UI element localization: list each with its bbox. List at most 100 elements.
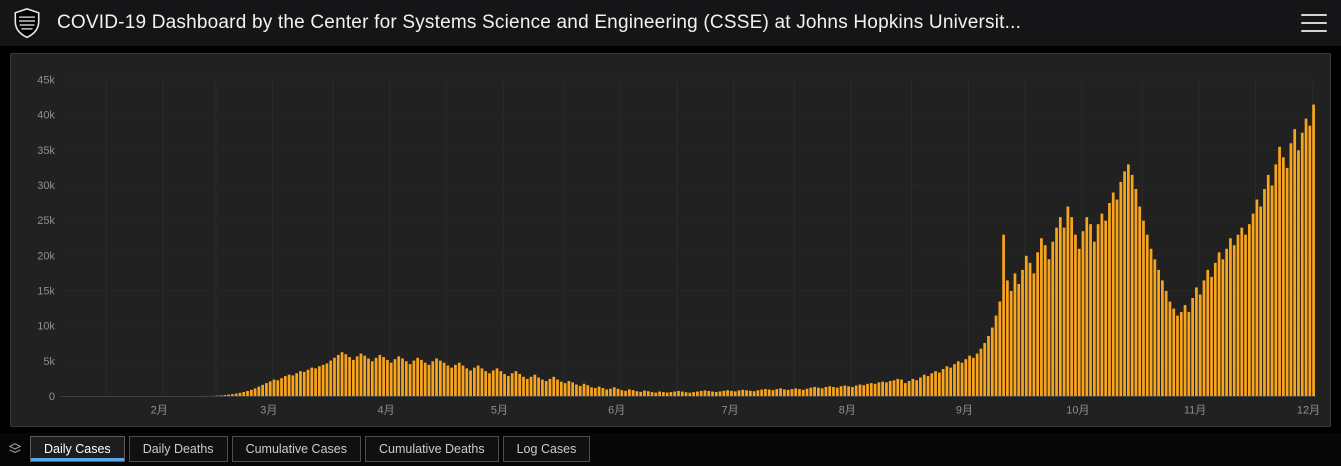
bar[interactable]	[681, 392, 684, 397]
bar[interactable]	[851, 387, 854, 396]
bar[interactable]	[1169, 302, 1172, 397]
bar[interactable]	[276, 380, 279, 396]
bar[interactable]	[783, 389, 786, 396]
bar[interactable]	[961, 363, 964, 397]
bar[interactable]	[522, 377, 525, 397]
bar[interactable]	[307, 370, 310, 397]
bar[interactable]	[700, 391, 703, 396]
bar[interactable]	[688, 393, 691, 397]
bar[interactable]	[1305, 119, 1308, 397]
tab-cumulative-deaths[interactable]: Cumulative Deaths	[365, 436, 499, 462]
bar[interactable]	[465, 368, 468, 396]
bar[interactable]	[1187, 312, 1190, 396]
bar[interactable]	[620, 390, 623, 396]
bar[interactable]	[1108, 203, 1111, 396]
bar[interactable]	[1237, 235, 1240, 397]
bar[interactable]	[333, 358, 336, 397]
bar[interactable]	[753, 391, 756, 396]
bar[interactable]	[1256, 200, 1259, 397]
bar[interactable]	[378, 355, 381, 396]
bar[interactable]	[1301, 133, 1304, 397]
bar[interactable]	[1123, 171, 1126, 396]
bar[interactable]	[571, 382, 574, 396]
bar[interactable]	[605, 389, 608, 396]
bar[interactable]	[530, 377, 533, 397]
bar[interactable]	[496, 368, 499, 396]
bar[interactable]	[1252, 214, 1255, 397]
bar[interactable]	[1297, 150, 1300, 396]
bar[interactable]	[1165, 291, 1168, 397]
bar[interactable]	[809, 388, 812, 397]
bar[interactable]	[511, 373, 514, 396]
bar[interactable]	[636, 391, 639, 396]
bar[interactable]	[998, 302, 1001, 397]
bar[interactable]	[1278, 147, 1281, 397]
bar[interactable]	[1082, 231, 1085, 396]
bar[interactable]	[915, 380, 918, 396]
bar[interactable]	[1244, 235, 1247, 397]
bar[interactable]	[1036, 252, 1039, 396]
bar[interactable]	[798, 389, 801, 396]
bar[interactable]	[942, 369, 945, 396]
bar[interactable]	[666, 393, 669, 397]
bar[interactable]	[1002, 235, 1005, 397]
bar[interactable]	[757, 390, 760, 396]
bar[interactable]	[912, 379, 915, 397]
bar[interactable]	[643, 390, 646, 396]
bar[interactable]	[299, 371, 302, 396]
bar[interactable]	[258, 387, 261, 397]
bar[interactable]	[598, 387, 601, 397]
bar[interactable]	[326, 363, 329, 396]
bar[interactable]	[242, 392, 245, 397]
bar[interactable]	[265, 383, 268, 396]
bar[interactable]	[624, 391, 627, 397]
bar[interactable]	[575, 385, 578, 397]
bar[interactable]	[1051, 242, 1054, 397]
bar[interactable]	[567, 381, 570, 396]
bar[interactable]	[1014, 273, 1017, 396]
bar[interactable]	[447, 366, 450, 397]
bar[interactable]	[469, 370, 472, 396]
bar[interactable]	[828, 386, 831, 396]
bar[interactable]	[900, 380, 903, 397]
bar[interactable]	[843, 386, 846, 397]
bar[interactable]	[927, 376, 930, 396]
bar[interactable]	[1203, 280, 1206, 396]
bar[interactable]	[1078, 249, 1081, 397]
bar[interactable]	[337, 355, 340, 396]
bar[interactable]	[363, 356, 366, 397]
bar[interactable]	[946, 366, 949, 396]
bar[interactable]	[662, 392, 665, 396]
bar[interactable]	[590, 387, 593, 396]
bar[interactable]	[704, 390, 707, 396]
bar[interactable]	[1131, 175, 1134, 397]
bar[interactable]	[949, 368, 952, 397]
bar[interactable]	[1006, 280, 1009, 396]
bar[interactable]	[825, 387, 828, 396]
bar[interactable]	[367, 358, 370, 396]
bar[interactable]	[481, 368, 484, 396]
bar[interactable]	[1240, 228, 1243, 397]
hamburger-menu-icon[interactable]	[1301, 13, 1327, 33]
bar[interactable]	[602, 388, 605, 396]
bar[interactable]	[772, 390, 775, 396]
bar[interactable]	[938, 373, 941, 397]
bar[interactable]	[424, 363, 427, 397]
tab-cumulative-cases[interactable]: Cumulative Cases	[232, 436, 361, 462]
bar[interactable]	[896, 379, 899, 397]
bar[interactable]	[794, 388, 797, 396]
bar[interactable]	[409, 364, 412, 396]
bar[interactable]	[654, 393, 657, 397]
bar[interactable]	[537, 377, 540, 396]
bar[interactable]	[768, 390, 771, 397]
bar[interactable]	[707, 391, 710, 396]
bar[interactable]	[360, 354, 363, 397]
bar[interactable]	[870, 383, 873, 396]
bar[interactable]	[1172, 309, 1175, 397]
bar[interactable]	[859, 385, 862, 397]
bar[interactable]	[1312, 105, 1315, 397]
bar[interactable]	[1055, 228, 1058, 397]
bar[interactable]	[390, 363, 393, 397]
bar[interactable]	[749, 391, 752, 397]
bar[interactable]	[639, 392, 642, 397]
